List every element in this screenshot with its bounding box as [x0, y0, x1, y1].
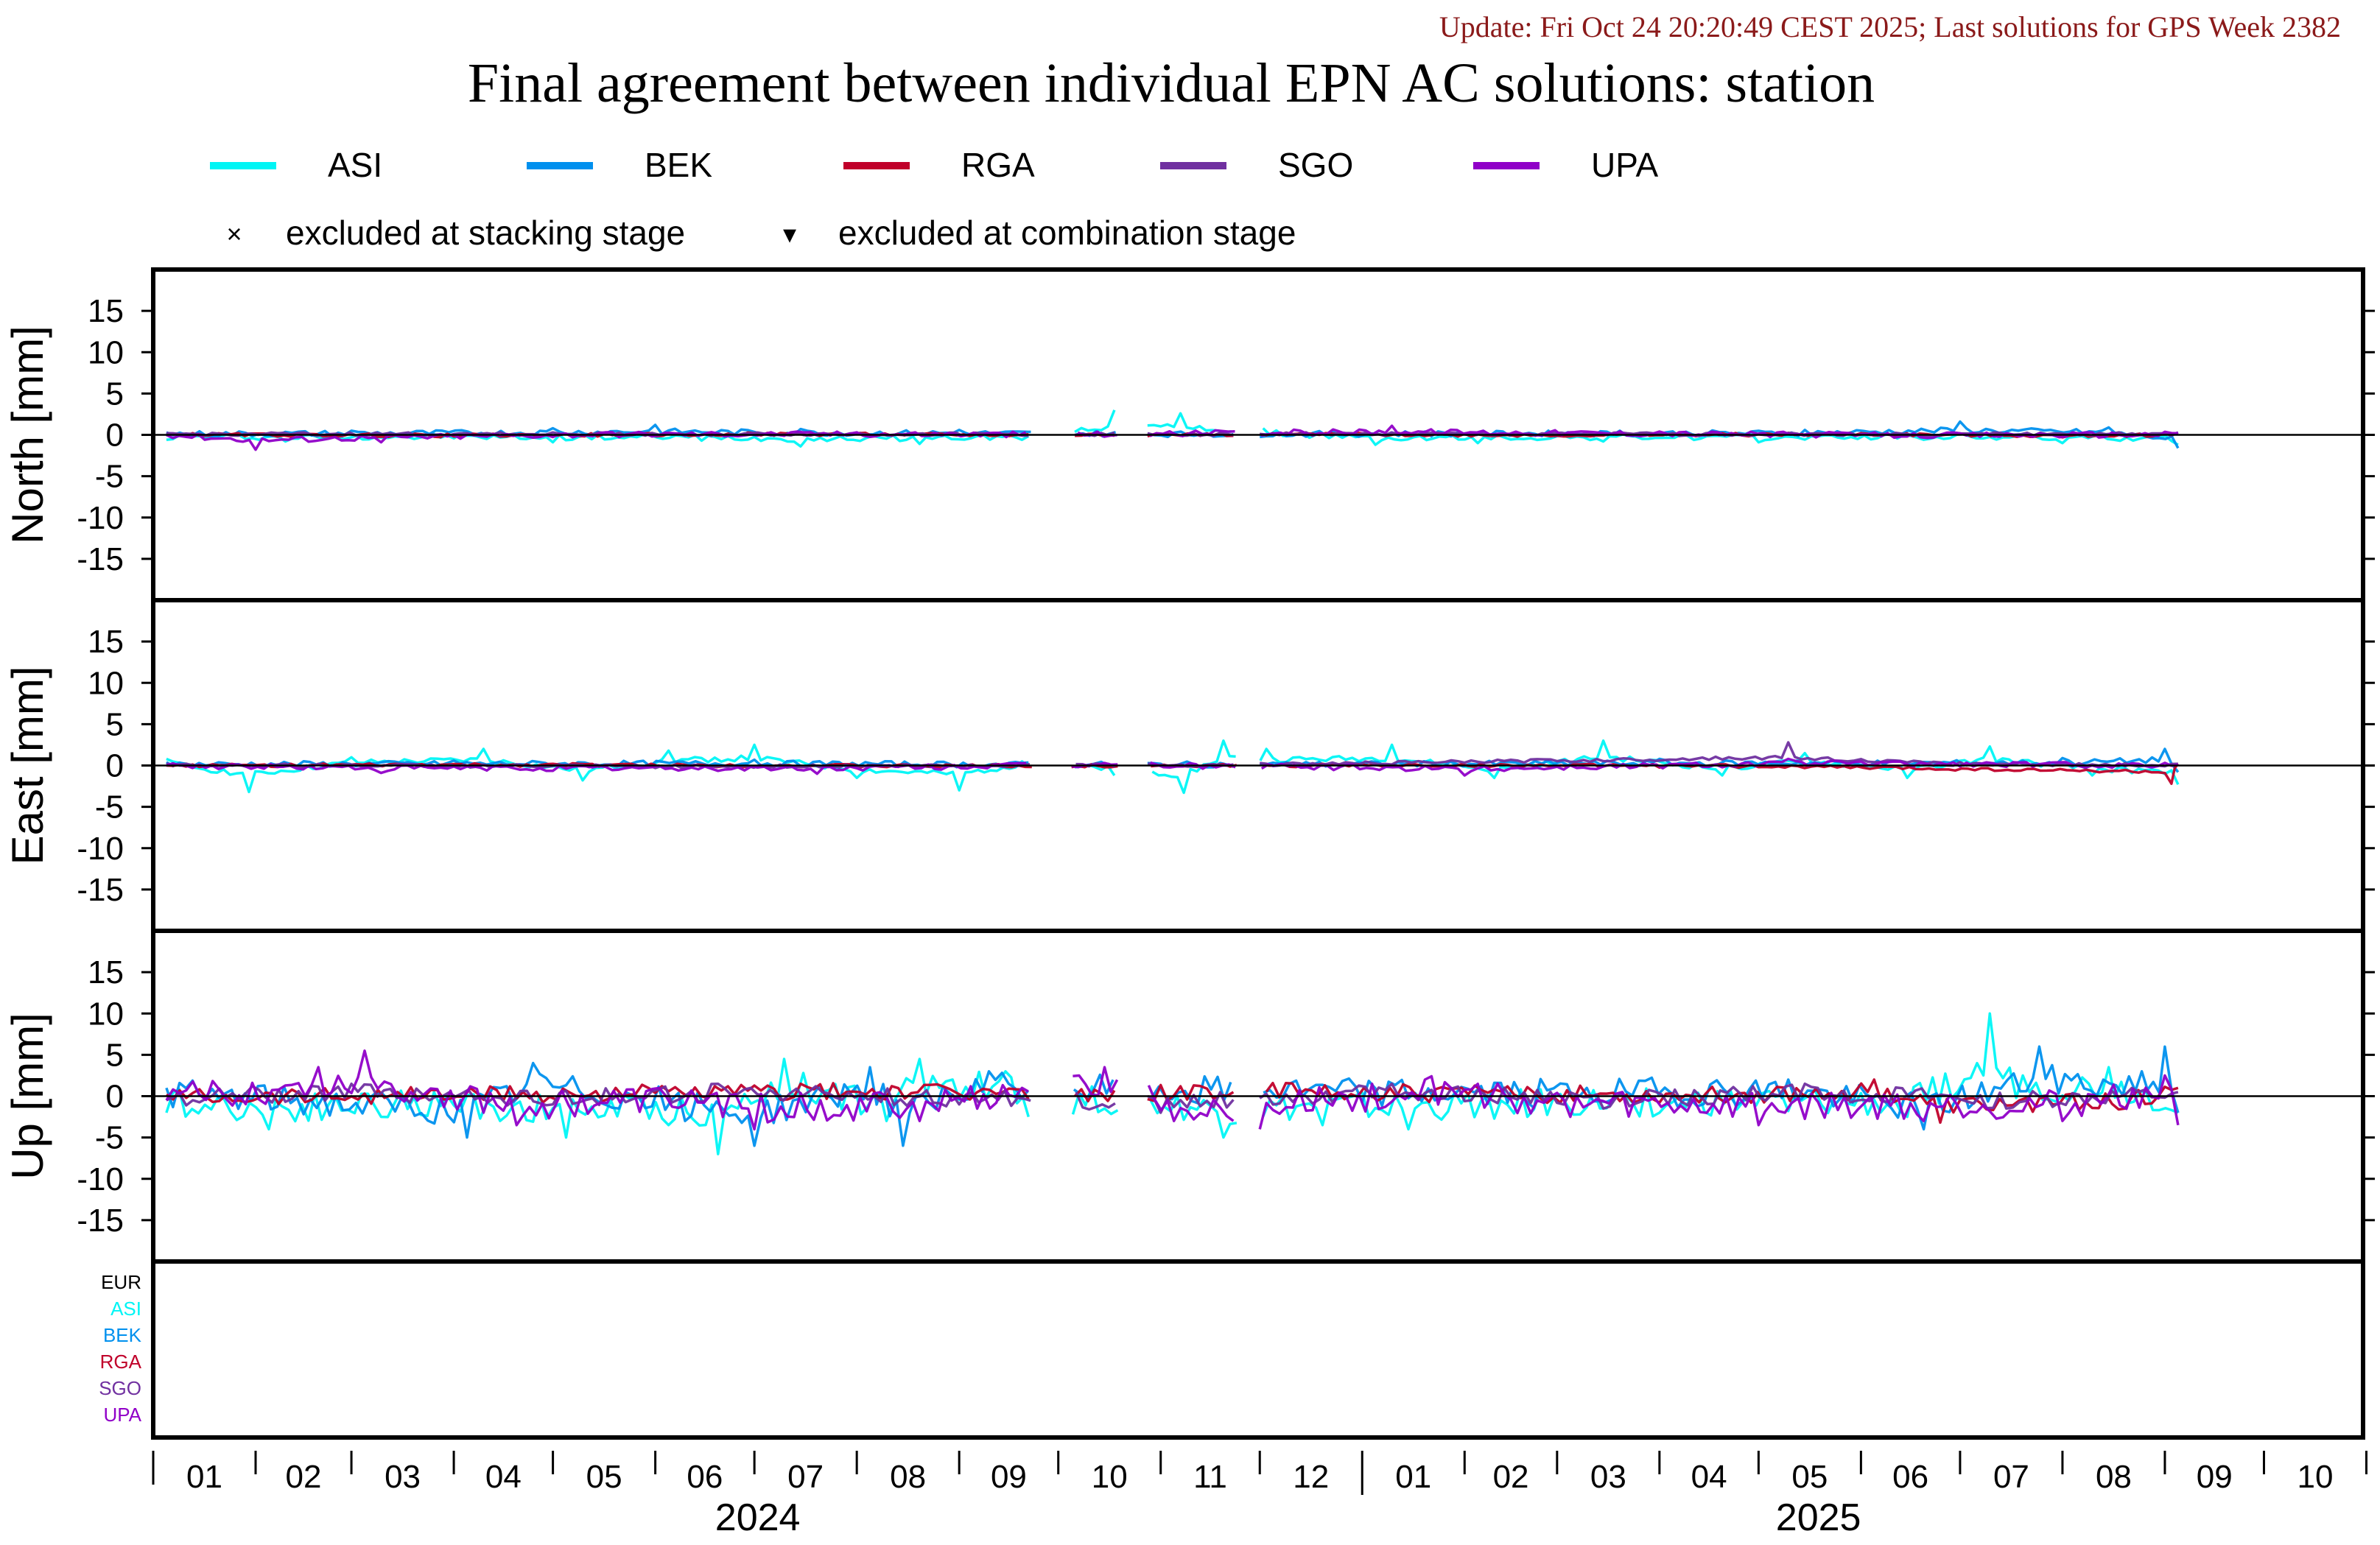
series-line-sgo [166, 1082, 2179, 1114]
y-tick-label: 15 [88, 624, 124, 660]
legend-item-sgo: SGO [1160, 146, 1353, 184]
legend-label: ASI [328, 146, 382, 184]
y-tick-label: 10 [88, 334, 124, 370]
month-label: 05 [1791, 1459, 1828, 1495]
y-tick-label: -15 [77, 1203, 124, 1239]
month-label: 03 [385, 1459, 421, 1495]
legend-item-upa: UPA [1473, 146, 1658, 184]
y-tick-label: 10 [88, 665, 124, 701]
month-label: 09 [991, 1459, 1027, 1495]
time-axis: 01 02 03 04 05 06 07 08 09 10 11 12 01 02 03 04 05 06 07 08… [152, 1451, 2367, 1539]
panel-north: -15 -10 -5 0 5 10 15 North [mm] [3, 267, 2375, 602]
y-tick-label: -15 [77, 541, 124, 577]
legend-marker-stacking: × excluded at stacking stage [226, 214, 685, 252]
legend-marker-label: excluded at stacking stage [286, 214, 685, 252]
y-tick-label: 0 [106, 418, 124, 454]
legend-item-asi: ASI [210, 146, 382, 184]
month-label: 04 [485, 1459, 522, 1495]
legend-label: SGO [1278, 146, 1353, 184]
bottom-panel-label-upa: UPA [103, 1404, 141, 1426]
legend-item-rga: RGA [843, 146, 1035, 184]
y-axis-label: North [mm] [3, 325, 52, 544]
legend-label: RGA [961, 146, 1035, 184]
month-label: 09 [2197, 1459, 2233, 1495]
y-axis-label: East [mm] [3, 666, 52, 865]
month-label: 08 [890, 1459, 926, 1495]
y-tick-label: 15 [88, 293, 124, 329]
update-text: Update: Fri Oct 24 20:20:49 CEST 2025; L… [1439, 10, 2341, 43]
legend-label: UPA [1591, 146, 1658, 184]
month-label: 08 [2096, 1459, 2132, 1495]
series-group [165, 739, 2180, 795]
series-line-upa [165, 1049, 2180, 1131]
month-label: 12 [1293, 1459, 1329, 1495]
bottom-panel-label-bek: BEK [103, 1324, 142, 1346]
y-axis-label: Up [mm] [3, 1013, 52, 1180]
legend-item-bek: BEK [527, 146, 712, 184]
year-label-2025: 2025 [1776, 1496, 1861, 1539]
bottom-panel-frame [151, 1259, 2365, 1440]
month-label: 10 [2297, 1459, 2334, 1495]
month-label: 07 [787, 1459, 824, 1495]
bottom-panel: EUR ASI BEK RGA SGO UPA [99, 1259, 2365, 1440]
month-label: 02 [286, 1459, 322, 1495]
y-tick-label: 10 [88, 996, 124, 1032]
y-tick-label: 15 [88, 954, 124, 990]
y-tick-label: -10 [77, 831, 124, 867]
y-tick-label: -5 [95, 789, 124, 826]
bottom-panel-label-asi: ASI [110, 1298, 141, 1320]
legend-label: BEK [645, 146, 712, 184]
month-label: 04 [1691, 1459, 1727, 1495]
month-label: 11 [1193, 1459, 1227, 1495]
y-tick-label: -5 [95, 459, 124, 495]
month-label: 01 [1395, 1459, 1431, 1495]
month-label: 06 [687, 1459, 723, 1495]
y-tick-label: 5 [106, 706, 124, 742]
cross-marker-icon: × [226, 219, 242, 249]
y-tick-label: -5 [95, 1120, 124, 1156]
month-label: 05 [586, 1459, 622, 1495]
bottom-panel-label-eur: EUR [101, 1271, 141, 1293]
month-label: 02 [1493, 1459, 1529, 1495]
legend-series: ASI BEK RGA SGO UPA [210, 146, 1658, 184]
bottom-panel-label-sgo: SGO [99, 1377, 141, 1399]
month-label: 06 [1892, 1459, 1928, 1495]
y-tick-label: -10 [77, 500, 124, 536]
panel-east: -15 -10 -5 0 5 10 15 East [mm] [3, 598, 2375, 933]
y-tick-label: 0 [106, 1079, 124, 1115]
panel-up: -15 -10 -5 0 5 10 15 Up [mm] [3, 929, 2375, 1264]
year-label-2024: 2024 [715, 1496, 801, 1539]
legend-marker-label: excluded at combination stage [838, 214, 1296, 252]
series-line-asi [166, 409, 2179, 448]
month-label: 03 [1590, 1459, 1626, 1495]
y-tick-label: -15 [77, 872, 124, 908]
y-tick-label: 5 [106, 376, 124, 412]
y-tick-label: 0 [106, 748, 124, 784]
chart-title: Final agreement between individual EPN A… [468, 52, 1875, 114]
month-label: 10 [1092, 1459, 1128, 1495]
legend-marker-combination: ▾ excluded at combination stage [783, 214, 1296, 252]
series-line-asi [165, 1012, 2179, 1155]
triangle-marker-icon: ▾ [783, 219, 796, 249]
series-group [165, 1012, 2180, 1155]
month-label: 01 [186, 1459, 222, 1495]
series-group [166, 409, 2180, 451]
panels: -15 -10 -5 0 5 10 15 North [mm] -15 -10 -5 0 5 10 15 Ea… [3, 267, 2375, 1264]
y-tick-label: -10 [77, 1161, 124, 1197]
bottom-panel-label-rga: RGA [100, 1351, 142, 1373]
y-tick-label: 5 [106, 1037, 124, 1073]
legend-markers: × excluded at stacking stage ▾ excluded at … [226, 214, 1296, 252]
month-label: 07 [1993, 1459, 2029, 1495]
